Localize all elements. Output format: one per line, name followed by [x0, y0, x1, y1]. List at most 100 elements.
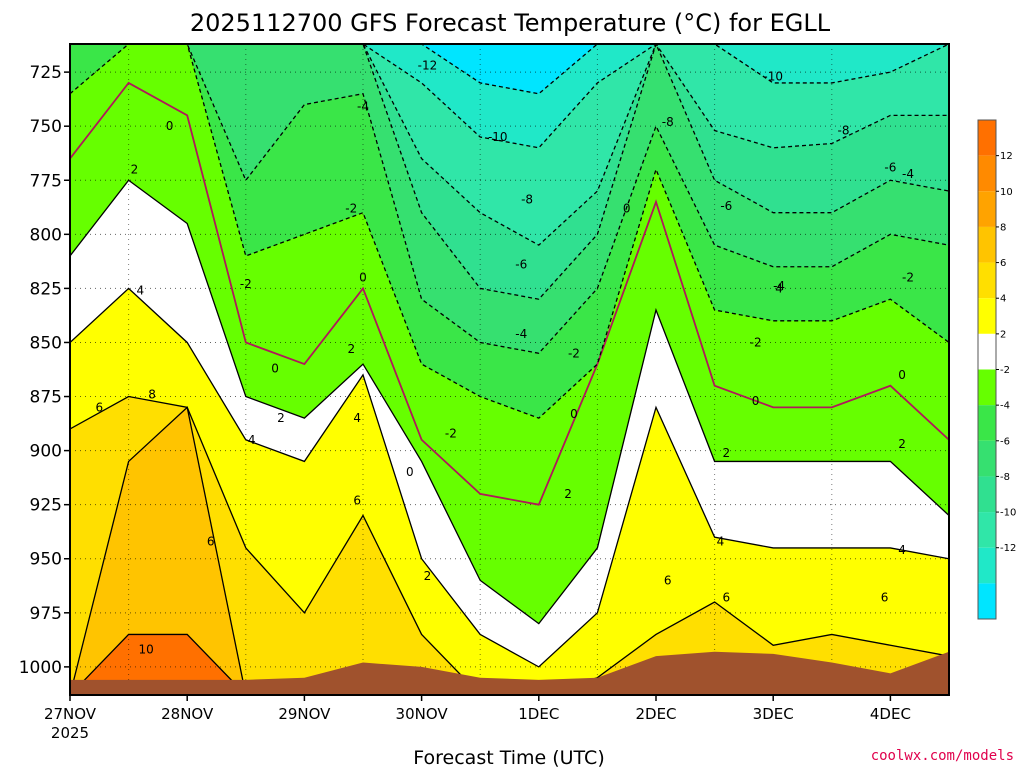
- contour-label: -6: [884, 160, 896, 174]
- temperature-fills: [70, 44, 949, 695]
- contour-label: 0: [359, 271, 367, 285]
- contour-label: -8: [838, 124, 850, 138]
- colorbar-label: -4: [1000, 401, 1010, 412]
- colorbar-swatch: [978, 405, 996, 441]
- colorbar-swatch: [978, 120, 996, 156]
- contour-line-8: [70, 406, 949, 695]
- x-tick-label: 29NOV: [278, 705, 331, 723]
- contour-label: 2: [722, 446, 730, 460]
- contour-label: 8: [148, 387, 156, 401]
- contour-line-10: [70, 633, 949, 695]
- colorbar-swatch: [978, 226, 996, 263]
- contour-label: -4: [515, 327, 527, 341]
- contour-line--2: [70, 44, 949, 419]
- contour-label: -2: [240, 277, 252, 291]
- x-tick-label: 4DEC: [870, 705, 911, 723]
- contour-label: -4: [357, 100, 369, 114]
- colorbar-swatch: [978, 333, 996, 370]
- x-axis: 27NOV 28NOV 29NOV 30NOV 1DEC 2DEC 3DEC 4DEC: [44, 695, 911, 723]
- contour-line--8: [70, 44, 949, 246]
- contour-label: -4: [902, 167, 914, 181]
- y-tick-label: 1000: [19, 658, 62, 678]
- y-tick-label: 800: [30, 225, 62, 245]
- plot-frame: [69, 43, 950, 696]
- colorbar-label: 4: [1000, 294, 1006, 305]
- x-tick-label: 28NOV: [161, 705, 214, 723]
- contour-label: 4: [248, 433, 256, 447]
- x-tick-label: 1DEC: [518, 705, 559, 723]
- colorbar-label: -6: [1000, 436, 1010, 447]
- contour-line-6: [70, 395, 949, 695]
- contour-label: 4: [717, 534, 725, 548]
- contour-line-4: [70, 287, 949, 668]
- contour-label: 0: [166, 119, 174, 133]
- contour-label: -10: [763, 69, 783, 83]
- x-tick-label: 30NOV: [396, 705, 449, 723]
- contour-label: 6: [207, 534, 215, 548]
- colorbar-swatch: [978, 583, 996, 619]
- contour-line--10: [70, 44, 949, 149]
- contour-lines: [70, 44, 949, 695]
- contour-label: -2: [902, 271, 914, 285]
- contour-line-0: [70, 81, 949, 506]
- contour-label: 6: [722, 591, 730, 605]
- contour-line-2: [70, 179, 949, 625]
- contour-label: 6: [95, 400, 103, 414]
- colorbar-label: -12: [1000, 543, 1016, 554]
- y-axis: 725 750 775 800 825 850 875 900 925 950 975 1000: [19, 63, 70, 678]
- colorbar-swatch: [978, 512, 996, 548]
- colorbar-label: 6: [1000, 258, 1006, 269]
- contour-label: 4: [898, 543, 906, 557]
- contour-label: 2: [131, 162, 139, 176]
- contour-label: 0: [752, 394, 760, 408]
- colorbar-label: -10: [1000, 508, 1016, 519]
- colorbar-swatch: [978, 155, 996, 192]
- contour-label: 0: [623, 201, 631, 215]
- contour-label: 4: [775, 281, 783, 295]
- colorbar-label: 12: [1000, 151, 1013, 162]
- contour-label: -6: [720, 199, 732, 213]
- y-tick-label: 975: [30, 604, 62, 624]
- band-below--8: [70, 44, 949, 246]
- contour-label: 2: [347, 342, 355, 356]
- contour-label: 0: [406, 465, 414, 479]
- contour-label: -8: [521, 193, 533, 207]
- colorbar-label: 10: [1000, 187, 1013, 198]
- terrain-area: [70, 651, 949, 695]
- colorbar-label: 8: [1000, 222, 1006, 233]
- colorbar-swatch: [978, 440, 996, 477]
- contour-label: -2: [568, 346, 580, 360]
- colorbar-swatch: [978, 547, 996, 584]
- contour-label: -10: [488, 130, 508, 144]
- y-tick-label: 775: [30, 171, 62, 191]
- contour-label: 0: [570, 407, 578, 421]
- colorbar-label: -2: [1000, 365, 1010, 376]
- contour-label: -6: [515, 258, 527, 272]
- contour-label: -12: [418, 59, 438, 73]
- contour-label: -4: [773, 279, 785, 293]
- plot-area: -12 -10 -10 -8 -8 -8 -6 -6 -6 -4 -4 -4 -4 -2 -2 -2 -2 -2 -…: [70, 44, 949, 695]
- y-tick-label: 825: [30, 279, 62, 299]
- contour-label: 10: [139, 643, 154, 657]
- contour-label: -2: [345, 201, 357, 215]
- contour-label: 2: [564, 487, 572, 501]
- y-tick-label: 725: [30, 63, 62, 83]
- colorbar-label: 2: [1000, 329, 1006, 340]
- credit-text: coolwx.com/models: [871, 748, 1014, 764]
- contour-label: -2: [445, 426, 457, 440]
- contour-line--6: [70, 44, 949, 300]
- contour-labels: -12 -10 -10 -8 -8 -8 -6 -6 -6 -4 -4 -4 -4 -2 -2 -2 -2 -2 -…: [95, 59, 913, 657]
- contour-label: -2: [750, 335, 762, 349]
- y-tick-label: 950: [30, 550, 62, 570]
- gridlines: [70, 44, 949, 695]
- colorbar-label: -8: [1000, 472, 1010, 483]
- y-tick-label: 900: [30, 442, 62, 462]
- contour-label: 4: [353, 411, 361, 425]
- x-axis-label: Forecast Time (UTC): [413, 747, 604, 768]
- terrain: [70, 651, 949, 695]
- colorbar: 12 10 8 6 4 2 -2 -4 -6 -8 -10 -12: [977, 119, 1016, 620]
- y-tick-label: 875: [30, 388, 62, 408]
- x-tick-label: 2DEC: [635, 705, 676, 723]
- colorbar-swatch: [978, 369, 996, 406]
